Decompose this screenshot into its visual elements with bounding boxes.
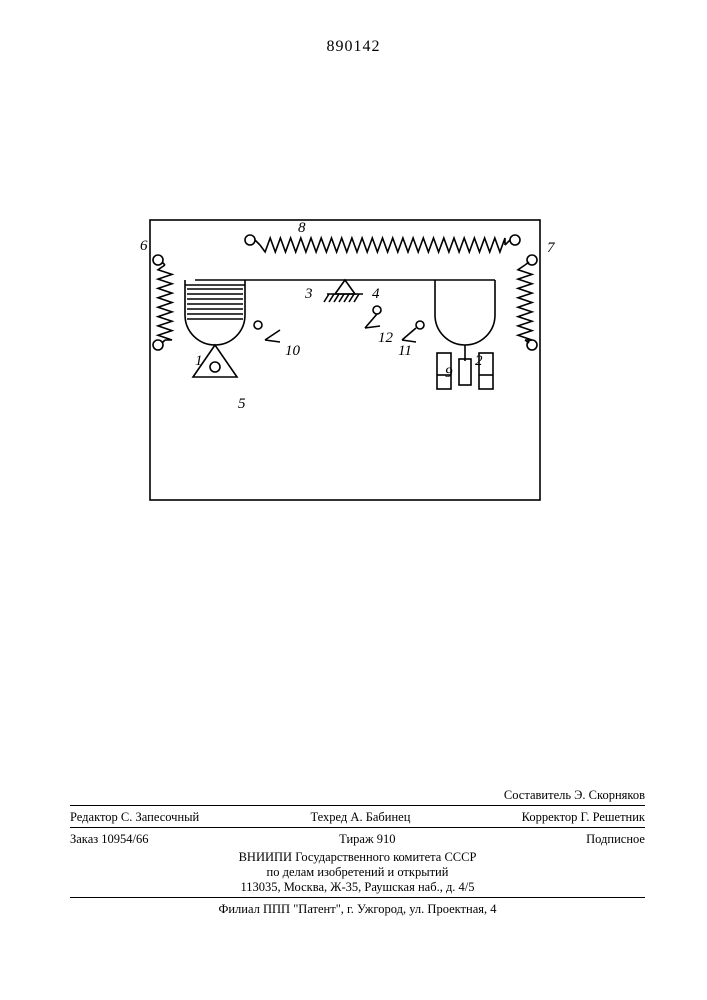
corrector: Корректор Г. Решетник: [522, 810, 645, 825]
svg-text:5: 5: [238, 396, 246, 412]
diagram: 123456789101112: [120, 190, 570, 520]
svg-text:2: 2: [475, 353, 483, 369]
editor: Редактор С. Запесочный: [70, 810, 199, 825]
tech-editor: Техред А. Бабинец: [311, 810, 411, 825]
institute-line3: 113035, Москва, Ж-35, Раушская наб., д. …: [70, 880, 645, 895]
compiler-line: Составитель Э. Скорняков: [70, 788, 655, 808]
svg-text:1: 1: [195, 353, 203, 369]
editor-row: Редактор С. Запесочный Техред А. Бабинец…: [70, 810, 645, 830]
svg-text:10: 10: [285, 343, 301, 359]
svg-text:8: 8: [298, 220, 306, 236]
page: 890142 123456789101112 Составитель Э. Ск…: [0, 0, 707, 1000]
circulation: Тираж 910: [339, 832, 395, 847]
affiliate: Филиал ППП "Патент", г. Ужгород, ул. Про…: [218, 902, 496, 916]
svg-text:9: 9: [445, 365, 453, 381]
svg-text:4: 4: [372, 286, 380, 302]
subscription: Подписное: [586, 832, 645, 847]
institute-block: ВНИИПИ Государственного комитета СССР по…: [70, 850, 645, 900]
compiler: Составитель Э. Скорняков: [504, 788, 645, 802]
svg-text:12: 12: [378, 330, 394, 346]
svg-text:7: 7: [547, 240, 556, 256]
order: Заказ 10954/66: [70, 832, 149, 847]
svg-text:3: 3: [304, 286, 313, 302]
svg-text:6: 6: [140, 238, 148, 254]
svg-text:11: 11: [398, 343, 412, 359]
patent-number: 890142: [327, 38, 381, 56]
institute-line1: ВНИИПИ Государственного комитета СССР: [70, 850, 645, 865]
order-row: Заказ 10954/66 Тираж 910 Подписное: [70, 832, 645, 847]
affiliate-line: Филиал ППП "Патент", г. Ужгород, ул. Про…: [70, 902, 645, 917]
institute-line2: по делам изобретений и открытий: [70, 865, 645, 880]
